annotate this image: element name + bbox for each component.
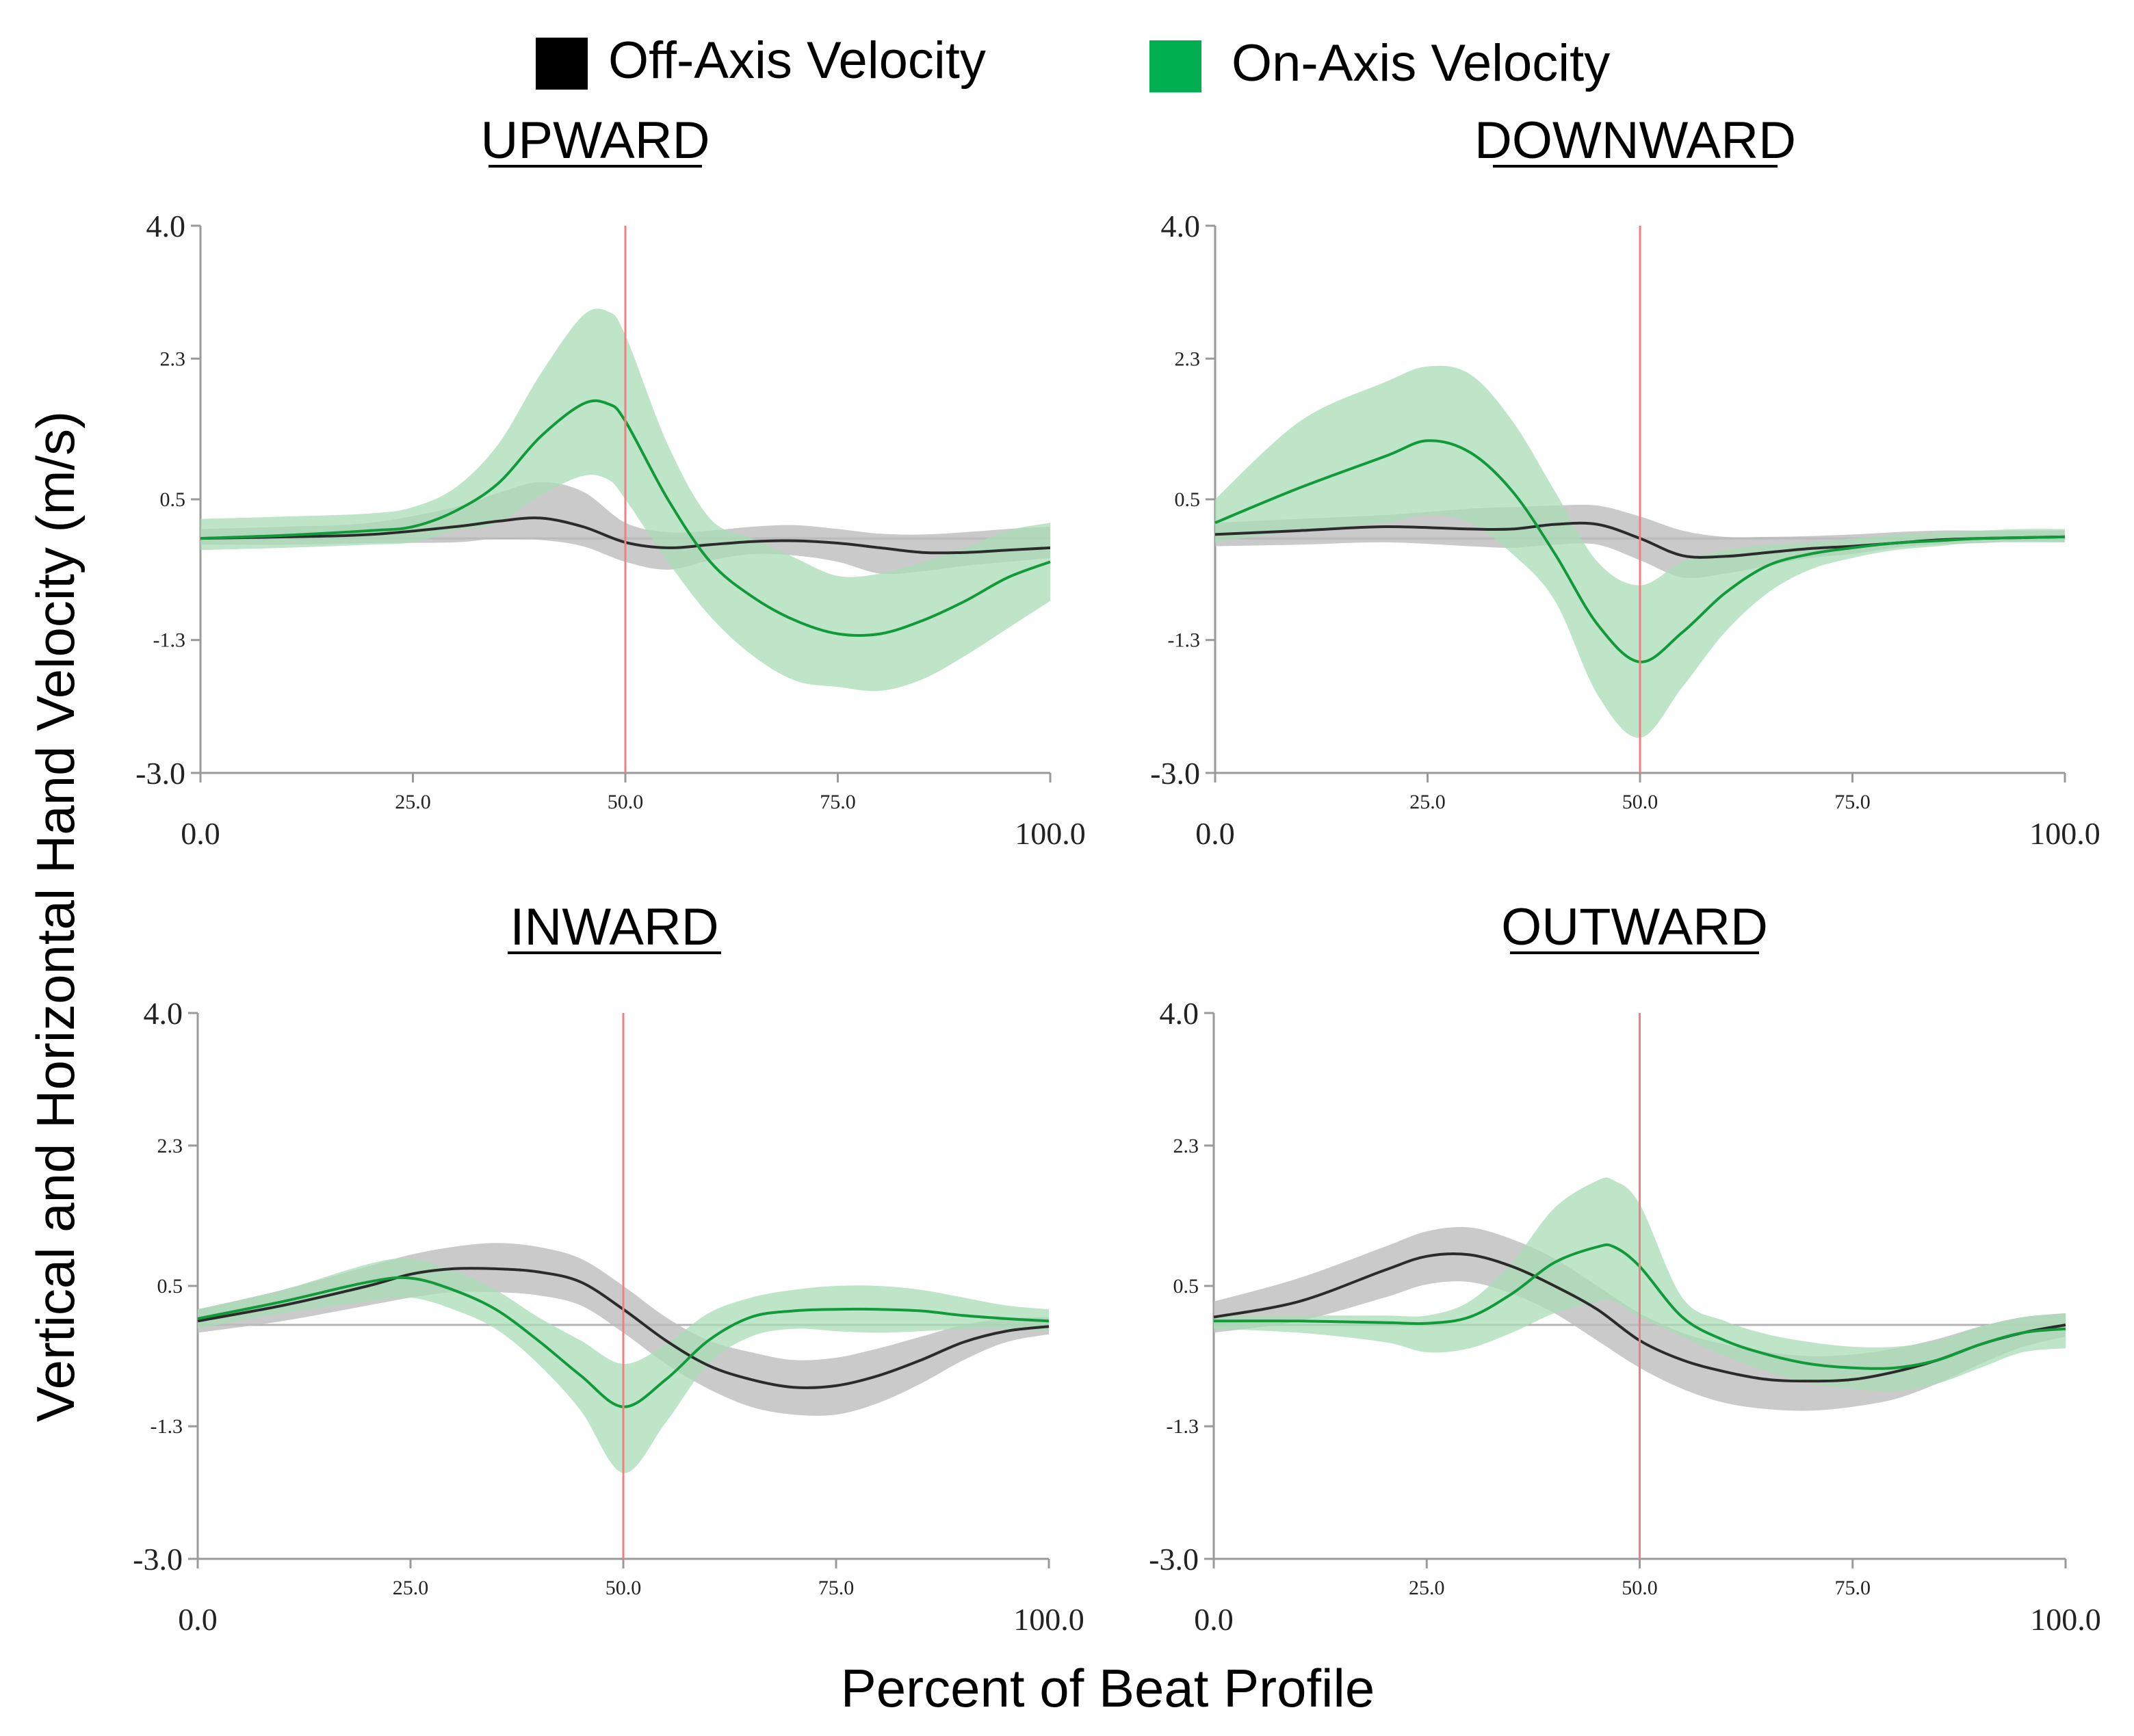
panel-title: OUTWARD [1501,898,1768,956]
y-tick-label: 4.0 [1160,996,1199,1031]
y-tick-label: -1.3 [1168,629,1201,652]
y-tick-label: 2.3 [157,1135,183,1157]
x-tick-label: 100.0 [1015,816,1086,851]
y-tick-label: 2.3 [1175,347,1201,370]
x-tick-label: 75.0 [818,1577,855,1599]
panel-inward: INWARD 4.0 2.3 0.5 -1.3 -3.0 0.0 25.0 50.0 75.0 10… [133,898,1084,1637]
legend-swatch-on-axis [1149,40,1201,92]
y-tick-label: 0.5 [157,1275,183,1298]
y-tick-label: 0.5 [160,488,186,511]
y-tick-label: 2.3 [1173,1135,1199,1157]
x-tick-label: 50.0 [1622,791,1658,813]
x-tick-label: 100.0 [2029,816,2100,851]
y-tick-label: 4.0 [146,209,186,244]
y-tick-label: -1.3 [151,1415,183,1438]
y-tick-label: -3.0 [133,1542,183,1577]
y-tick-label: -3.0 [135,756,185,791]
legend-label-off-axis: Off-Axis Velocity [608,31,986,90]
y-tick-label: 4.0 [144,996,183,1031]
panel-title: INWARD [510,898,718,956]
legend-swatch-off-axis [536,38,588,90]
x-tick-label: 0.0 [1195,816,1235,851]
x-tick-label: 75.0 [1835,1577,1871,1599]
panel-title: UPWARD [481,111,710,170]
panel-upward: UPWARD 4.0 2.3 0.5 -1.3 -3.0 0.0 25.0 50.0 75.0 10… [135,111,1086,851]
on-axis-confidence-band [1215,365,2065,738]
x-tick-label: 25.0 [395,791,431,813]
y-tick-label: -3.0 [1149,1542,1199,1577]
panel-outward: OUTWARD 4.0 2.3 0.5 -1.3 -3.0 0.0 25.0 50.0 75.0 1… [1149,898,2101,1637]
x-tick-label: 25.0 [1409,791,1446,813]
x-tick-label: 25.0 [1409,1577,1445,1599]
legend-label-on-axis: On-Axis Velocity [1232,34,1610,92]
y-axis-label: Vertical and Horizontal Hand Velocity (m… [25,411,86,1422]
x-tick-label: 0.0 [181,816,220,851]
x-tick-label: 50.0 [608,791,644,813]
x-tick-label: 75.0 [1834,791,1871,813]
y-tick-label: -1.3 [1167,1415,1199,1438]
x-axis-label: Percent of Beat Profile [841,1658,1375,1718]
on-axis-velocity-line [200,399,1051,637]
panel-downward: DOWNWARD 4.0 2.3 0.5 -1.3 -3.0 0.0 25.0 50.0 75.0… [1150,111,2100,851]
on-axis-velocity-line [1213,1243,2066,1370]
y-tick-label: 4.0 [1161,209,1201,244]
x-tick-label: 25.0 [393,1577,429,1599]
on-axis-confidence-band [200,308,1050,692]
x-tick-label: 50.0 [1622,1577,1658,1599]
on-axis-velocity-line [1214,439,2066,663]
x-tick-label: 50.0 [606,1577,642,1599]
legend: Off-Axis Velocity On-Axis Velocity [536,31,1610,92]
y-tick-label: -3.0 [1150,756,1200,791]
x-tick-label: 100.0 [2030,1602,2101,1637]
x-tick-label: 0.0 [178,1602,218,1637]
y-tick-label: 0.5 [1173,1275,1199,1298]
panel-title: DOWNWARD [1474,111,1796,170]
off-axis-velocity-line [197,1267,1050,1389]
y-tick-label: -1.3 [153,629,186,652]
y-tick-label: 2.3 [160,347,186,370]
x-tick-label: 0.0 [1194,1602,1234,1637]
on-axis-velocity-line [197,1276,1050,1408]
off-axis-velocity-line [200,516,1051,555]
x-tick-label: 100.0 [1013,1602,1084,1637]
y-tick-label: 0.5 [1175,488,1201,511]
x-tick-label: 75.0 [820,791,856,813]
